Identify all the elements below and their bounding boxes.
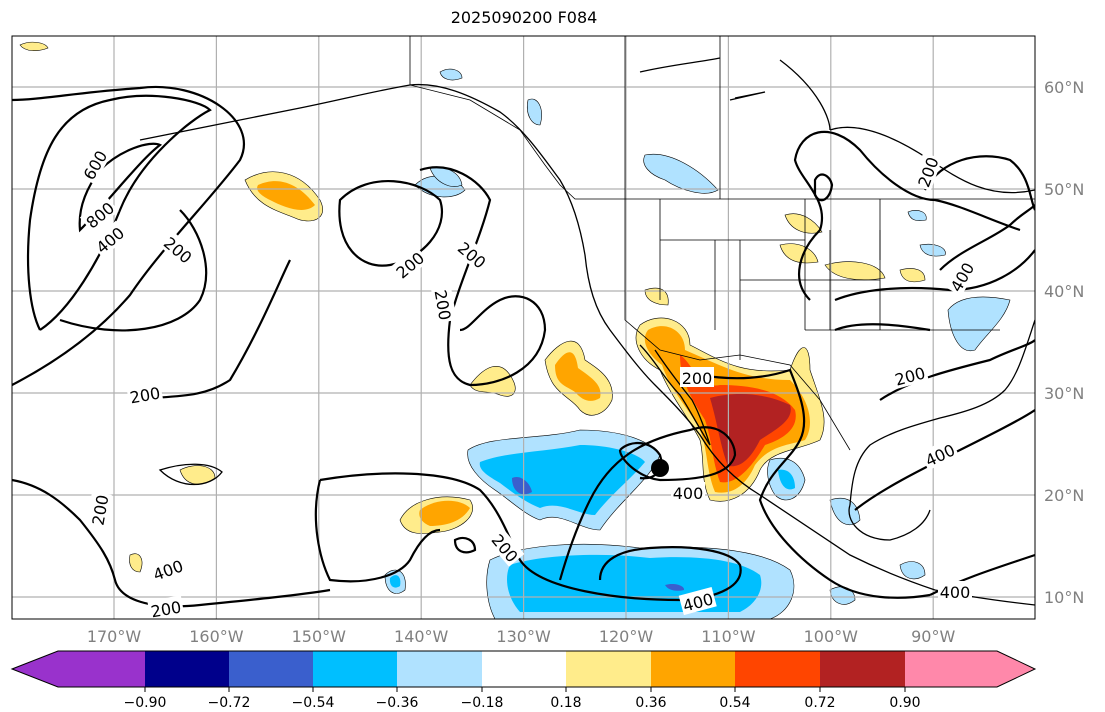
map-frame bbox=[11, 35, 1036, 620]
colorbar-segment bbox=[482, 651, 566, 687]
colorbar-tick-label: 0.90 bbox=[889, 695, 920, 711]
contour-label: 200 bbox=[128, 383, 161, 407]
longitude-label: 130°W bbox=[496, 627, 551, 646]
colorbar-segment bbox=[735, 651, 820, 687]
longitude-label: 110°W bbox=[701, 627, 756, 646]
latitude-label: 20°N bbox=[1044, 486, 1084, 505]
colorbar-tick-label: 0.54 bbox=[719, 695, 750, 711]
contour-label: 200 bbox=[88, 493, 112, 526]
longitude-label: 90°W bbox=[911, 627, 955, 646]
contour-label: 200 bbox=[149, 597, 182, 621]
storm-center-marker bbox=[651, 459, 669, 477]
graticule bbox=[12, 36, 1035, 619]
contour-label: 200 bbox=[454, 238, 490, 272]
contour-label: 200 bbox=[160, 233, 196, 267]
colorbar-segment bbox=[12, 651, 145, 687]
colorbar: −0.90 −0.72 −0.54 −0.36 −0.18 0.18 0.36 0.54 0.7… bbox=[10, 650, 1037, 711]
colorbar-tick-label: 0.18 bbox=[550, 695, 581, 711]
political-borders bbox=[409, 36, 1035, 451]
contour-label: 200 bbox=[430, 288, 454, 321]
colorbar-segment bbox=[651, 651, 735, 687]
latitude-ticks: 60°N 50°N 40°N 30°N 20°N 10°N bbox=[1044, 78, 1084, 607]
colorbar-segment bbox=[229, 651, 313, 687]
latitude-label: 50°N bbox=[1044, 180, 1084, 199]
contour-label: 200 bbox=[893, 363, 927, 389]
colorbar-segment bbox=[566, 651, 651, 687]
longitude-label: 140°W bbox=[394, 627, 449, 646]
contour-label: 400 bbox=[151, 556, 186, 584]
latitude-label: 10°N bbox=[1044, 588, 1084, 607]
colorbar-segment bbox=[820, 651, 905, 687]
colorbar-segment bbox=[313, 651, 397, 687]
contour-label: 200 bbox=[914, 155, 942, 190]
colorbar-tick-label: −0.90 bbox=[124, 695, 167, 711]
longitude-label: 150°W bbox=[292, 627, 347, 646]
longitude-label: 100°W bbox=[804, 627, 859, 646]
colorbar-tick-label: −0.18 bbox=[461, 695, 504, 711]
latitude-label: 60°N bbox=[1044, 78, 1084, 97]
positive-anomaly-fills bbox=[19, 41, 926, 573]
colorbar-tick-label: −0.36 bbox=[376, 695, 419, 711]
colorbar-tick-label: 0.36 bbox=[635, 695, 666, 711]
longitude-label: 170°W bbox=[87, 627, 142, 646]
longitude-label: 120°W bbox=[599, 627, 654, 646]
contour-label: 400 bbox=[673, 484, 704, 503]
contour-label: 400 bbox=[940, 583, 971, 602]
colorbar-segment bbox=[905, 651, 1035, 687]
colorbar-tick-label: −0.54 bbox=[292, 695, 335, 711]
colorbar-tick-label: 0.72 bbox=[804, 695, 835, 711]
longitude-ticks: 170°W 160°W 150°W 140°W 130°W 120°W 110°W 100°W… bbox=[87, 627, 956, 646]
map-title: 2025090200 F084 bbox=[450, 8, 598, 27]
latitude-label: 40°N bbox=[1044, 282, 1084, 301]
latitude-label: 30°N bbox=[1044, 384, 1084, 403]
colorbar-tick-label: −0.72 bbox=[208, 695, 251, 711]
contour-label: 200 bbox=[682, 369, 713, 388]
colorbar-segment bbox=[397, 651, 482, 687]
colorbar-segment bbox=[145, 651, 229, 687]
longitude-label: 160°W bbox=[189, 627, 244, 646]
contour-label: 200 bbox=[393, 248, 429, 282]
